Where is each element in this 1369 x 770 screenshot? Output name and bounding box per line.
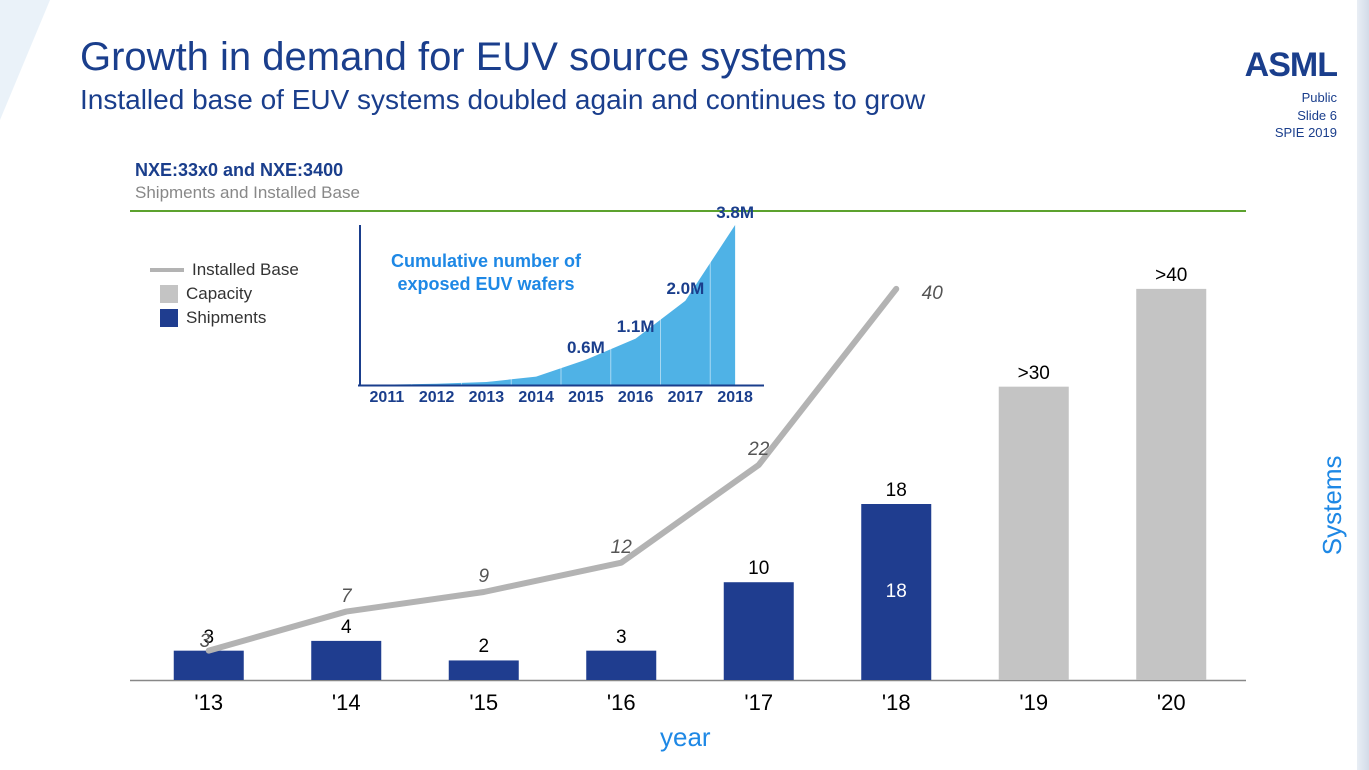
installed-label-4: 22 (748, 439, 769, 461)
x-tick-13: '13 (194, 690, 223, 716)
shipments-label-2: 2 (478, 636, 489, 658)
chart-heading-line1: NXE:33x0 and NXE:3400 (135, 160, 360, 181)
x-tick-15: '15 (469, 690, 498, 716)
installed-label-5: 40 (922, 283, 943, 305)
inset-year-2014: 2014 (518, 389, 554, 407)
installed-label-0: 3 (199, 631, 210, 653)
inset-year-2011: 2011 (370, 389, 405, 407)
inset-chart-svg (346, 215, 776, 405)
x-tick-16: '16 (607, 690, 636, 716)
slide-corner-accent (0, 0, 50, 120)
x-tick-19: '19 (1019, 690, 1048, 716)
brand-logo: ASML (1245, 46, 1337, 85)
slide-title: Growth in demand for EUV source systems (80, 35, 1319, 80)
x-tick-20: '20 (1157, 690, 1186, 716)
shipments-label-3: 3 (616, 627, 627, 649)
slide-right-edge (1357, 0, 1369, 770)
capacity-label-6: >30 (1018, 363, 1050, 385)
y-axis-label: Systems (1318, 456, 1349, 556)
brand-venue: SPIE 2019 (1245, 124, 1337, 142)
x-tick-17: '17 (744, 690, 773, 716)
shipments-label-4: 10 (748, 558, 769, 580)
installed-label-1: 7 (341, 586, 352, 608)
shipments-in-bar-18: 18 (886, 581, 907, 603)
inset-year-2015: 2015 (568, 389, 604, 407)
inset-year-2016: 2016 (618, 389, 654, 407)
inset-value-2016: 1.1M (617, 317, 655, 337)
brand-block: ASML Public Slide 6 SPIE 2019 (1245, 46, 1337, 142)
shipments-label-5: 18 (886, 480, 907, 502)
installed-label-2: 9 (478, 566, 489, 588)
inset-value-2017: 2.0M (666, 279, 704, 299)
x-tick-18: '18 (882, 690, 911, 716)
shipments-label-1: 4 (341, 617, 352, 639)
inset-value-2018: 3.8M (716, 203, 754, 223)
brand-slide-number: Slide 6 (1245, 107, 1337, 125)
installed-label-3: 12 (611, 537, 632, 559)
x-axis-label: year (660, 722, 711, 753)
chart-heading-line2: Shipments and Installed Base (135, 183, 360, 203)
inset-title: Cumulative number of exposed EUV wafers (376, 250, 596, 295)
inset-value-2015: 0.6M (567, 338, 605, 358)
inset-year-2018: 2018 (717, 389, 753, 407)
inset-year-2013: 2013 (469, 389, 505, 407)
slide-subtitle: Installed base of EUV systems doubled ag… (80, 84, 1319, 116)
capacity-label-7: >40 (1155, 265, 1187, 287)
x-tick-14: '14 (332, 690, 361, 716)
inset-year-2017: 2017 (668, 389, 704, 407)
inset-chart: Cumulative number of exposed EUV wafers … (346, 215, 776, 405)
inset-year-2012: 2012 (419, 389, 455, 407)
brand-classification: Public (1245, 89, 1337, 107)
